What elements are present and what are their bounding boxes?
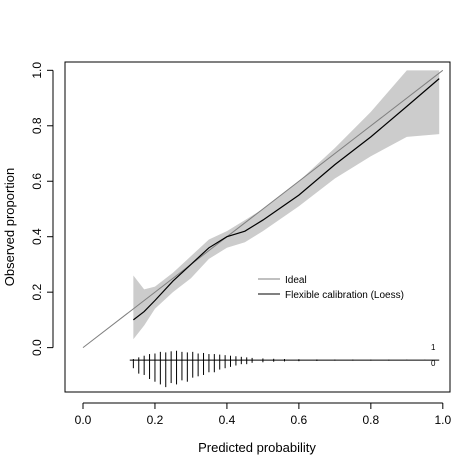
legend-label-loess: Flexible calibration (Loess)	[285, 290, 404, 301]
x-tick-label: 0.2	[147, 413, 164, 427]
series-lines-layer	[82, 69, 444, 349]
distribution-label-0: 0	[431, 359, 436, 368]
x-tick-label: 0.6	[291, 413, 308, 427]
y-axis-label: Observed proportion	[2, 168, 17, 287]
legend-label-ideal: Ideal	[285, 275, 307, 286]
y-tick-label: 0.6	[30, 173, 44, 190]
x-tick-label: 0.8	[362, 413, 379, 427]
x-axis: 0.0 0.2 0.4 0.6 0.8 1.0	[75, 402, 451, 427]
y-tick-label: 0.2	[30, 284, 44, 301]
x-tick-label: 1.0	[434, 413, 451, 427]
y-axis: 0.0 0.2 0.4 0.6 0.8 1.0	[30, 62, 54, 356]
distribution-spikes-layer	[129, 350, 440, 388]
confidence-band-1	[133, 70, 440, 340]
legend: Ideal Flexible calibration (Loess)	[258, 275, 404, 301]
y-tick-label: 0.0	[30, 339, 44, 356]
confidence-band-layer	[133, 70, 440, 340]
series-line-loess	[132, 78, 440, 321]
plot-frame	[64, 61, 451, 393]
x-tick-label: 0.0	[75, 413, 92, 427]
y-tick-label: 0.8	[30, 117, 44, 134]
distribution-label-1: 1	[431, 343, 436, 352]
series-line-ideal	[82, 69, 444, 349]
y-tick-label: 0.4	[30, 228, 44, 245]
y-tick-label: 1.0	[30, 62, 44, 79]
x-tick-label: 0.4	[219, 413, 236, 427]
x-axis-label: Predicted probability	[198, 440, 316, 455]
